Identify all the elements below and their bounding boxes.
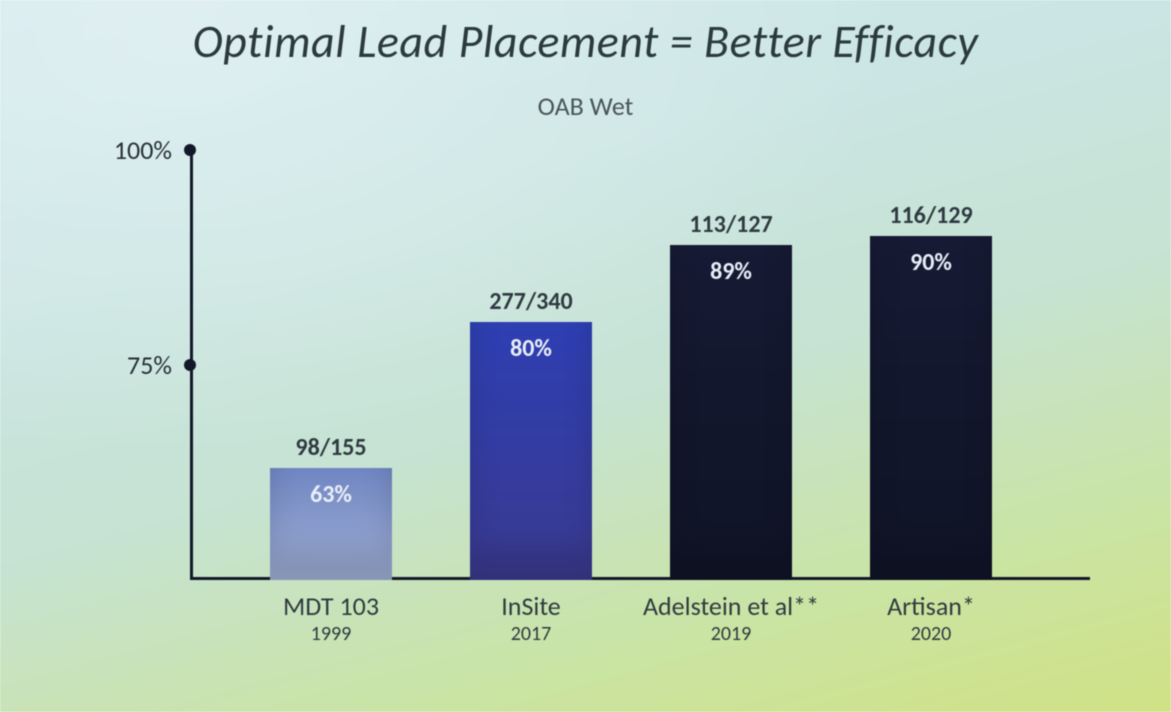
bar-value-label: 89%: [710, 257, 752, 286]
y-tick-label: 75%: [127, 349, 186, 381]
bar-value-label: 90%: [910, 248, 952, 277]
slide-title: Optimal Lead Placement = Better Efficacy: [60, 14, 1111, 70]
bar: 116/129 90%: [870, 236, 992, 580]
bar-chart: 100% 75% 98/155 63% MDT 103 1999 277/340…: [190, 150, 1090, 580]
category-label: Artisan* 2020: [810, 580, 1052, 646]
bar: 98/155 63%: [270, 468, 392, 580]
y-tick-label: 100%: [114, 134, 186, 166]
bar-top-label: 116/129: [840, 201, 1022, 236]
bar-slot: 98/155 63% MDT 103 1999: [270, 150, 392, 580]
bar-slot: 113/127 89% Adelstein et al** 2019: [670, 150, 792, 580]
bar-value-label: 80%: [510, 334, 552, 363]
bar-top-label: 98/155: [240, 433, 422, 468]
category-name: Artisan*: [810, 590, 1052, 622]
bar: 277/340 80%: [470, 322, 592, 580]
category-year: 2020: [810, 622, 1052, 646]
bar-top-label: 113/127: [640, 210, 822, 245]
bar: 113/127 89%: [670, 245, 792, 580]
bar-slot: 277/340 80% InSite 2017: [470, 150, 592, 580]
bar-slot: 116/129 90% Artisan* 2020: [870, 150, 992, 580]
bar-top-label: 277/340: [440, 287, 622, 322]
bar-value-label: 63%: [310, 480, 352, 509]
slide: Optimal Lead Placement = Better Efficacy…: [0, 0, 1171, 712]
slide-subtitle: OAB Wet: [60, 90, 1111, 122]
